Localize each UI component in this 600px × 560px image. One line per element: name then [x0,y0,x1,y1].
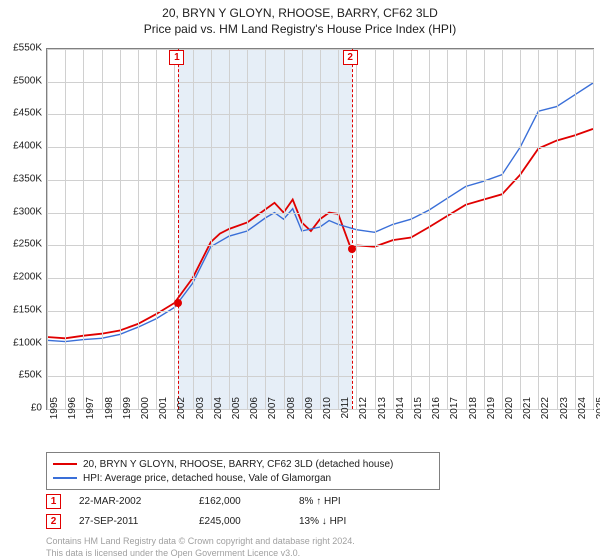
y-tick-label: £550K [2,43,42,54]
chart-sale-marker: 2 [343,50,358,65]
legend: 20, BRYN Y GLOYN, RHOOSE, BARRY, CF62 3L… [46,452,440,490]
x-tick-label: 2006 [249,397,260,427]
x-tick-label: 1999 [122,397,133,427]
y-tick-label: £400K [2,141,42,152]
x-tick-label: 2013 [377,397,388,427]
x-tick-label: 2018 [468,397,479,427]
y-tick-label: £250K [2,239,42,250]
y-tick-label: £0 [2,403,42,414]
sale-hpi-2: 13% ↓ HPI [299,516,346,527]
chart-container: 20, BRYN Y GLOYN, RHOOSE, BARRY, CF62 3L… [0,0,600,560]
x-tick-label: 2012 [358,397,369,427]
legend-item-property: 20, BRYN Y GLOYN, RHOOSE, BARRY, CF62 3L… [53,457,433,471]
y-tick-label: £150K [2,304,42,315]
x-tick-label: 2003 [195,397,206,427]
x-tick-label: 2020 [504,397,515,427]
chart-sale-marker: 1 [169,50,184,65]
y-tick-label: £300K [2,206,42,217]
sale-marker-2: 2 [46,514,61,529]
x-tick-label: 2014 [395,397,406,427]
x-tick-label: 2023 [559,397,570,427]
x-tick-label: 2007 [267,397,278,427]
x-tick-label: 2025 [595,397,600,427]
x-tick-label: 2017 [449,397,460,427]
x-tick-label: 2009 [304,397,315,427]
y-tick-label: £350K [2,173,42,184]
x-tick-label: 1997 [85,397,96,427]
sale-date-2: 27-SEP-2011 [79,516,199,527]
x-tick-label: 2010 [322,397,333,427]
y-tick-label: £100K [2,337,42,348]
x-tick-label: 2019 [486,397,497,427]
title-area: 20, BRYN Y GLOYN, RHOOSE, BARRY, CF62 3L… [0,0,600,36]
legend-swatch-property [53,463,77,465]
legend-item-hpi: HPI: Average price, detached house, Vale… [53,471,433,485]
x-tick-label: 2015 [413,397,424,427]
sale-hpi-1: 8% ↑ HPI [299,496,341,507]
sale-price-1: £162,000 [199,496,299,507]
footer-line1: Contains HM Land Registry data © Crown c… [46,536,355,546]
sale-row-2: 2 27-SEP-2011 £245,000 13% ↓ HPI [46,514,346,529]
x-tick-label: 2024 [577,397,588,427]
legend-label-property: 20, BRYN Y GLOYN, RHOOSE, BARRY, CF62 3L… [83,459,393,470]
sale-row-1: 1 22-MAR-2002 £162,000 8% ↑ HPI [46,494,341,509]
x-tick-label: 2021 [522,397,533,427]
y-tick-label: £450K [2,108,42,119]
x-tick-label: 2000 [140,397,151,427]
sale-marker-1: 1 [46,494,61,509]
chart-plot-area [46,48,594,410]
x-tick-label: 2002 [176,397,187,427]
chart-title-line2: Price paid vs. HM Land Registry's House … [0,22,600,36]
x-tick-label: 2022 [540,397,551,427]
x-tick-label: 2004 [213,397,224,427]
x-tick-label: 2001 [158,397,169,427]
y-tick-label: £50K [2,370,42,381]
x-tick-label: 2005 [231,397,242,427]
x-tick-label: 2008 [286,397,297,427]
sale-dot [174,299,182,307]
chart-title-line1: 20, BRYN Y GLOYN, RHOOSE, BARRY, CF62 3L… [0,6,600,20]
legend-label-hpi: HPI: Average price, detached house, Vale… [83,473,331,484]
sale-date-1: 22-MAR-2002 [79,496,199,507]
x-tick-label: 1996 [67,397,78,427]
legend-swatch-hpi [53,477,77,479]
x-tick-label: 1995 [49,397,60,427]
x-tick-label: 2011 [340,397,351,427]
footer-line2: This data is licensed under the Open Gov… [46,548,300,558]
sale-dot [348,245,356,253]
sale-price-2: £245,000 [199,516,299,527]
x-tick-label: 2016 [431,397,442,427]
y-tick-label: £500K [2,75,42,86]
y-tick-label: £200K [2,272,42,283]
x-tick-label: 1998 [104,397,115,427]
